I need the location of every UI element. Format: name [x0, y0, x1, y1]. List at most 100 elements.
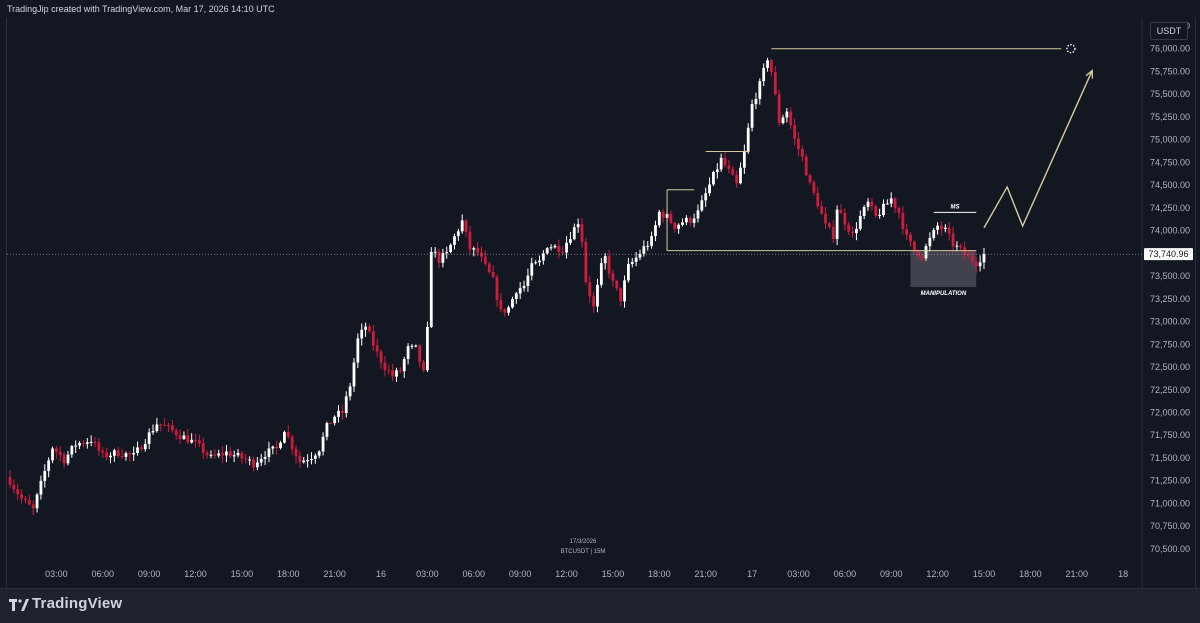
- candle-body: [31, 504, 35, 509]
- candle-body: [967, 254, 970, 257]
- brand-name[interactable]: TradingView: [32, 595, 123, 612]
- candle-body: [232, 455, 236, 457]
- manipulation-label: MANIPULATION: [921, 291, 967, 297]
- candle-body: [329, 423, 333, 425]
- candle-body: [70, 446, 74, 455]
- candle-body: [101, 450, 105, 453]
- candle-body: [943, 227, 947, 230]
- price-tick-label: 73,500.00: [1150, 271, 1190, 281]
- candle-body: [213, 454, 217, 456]
- candle-body: [132, 452, 136, 455]
- candle-body: [422, 361, 425, 371]
- candle-body: [35, 494, 39, 509]
- candle-body: [565, 242, 568, 253]
- candle-body: [959, 245, 963, 248]
- candle-body: [174, 430, 178, 436]
- candle-body: [650, 236, 653, 246]
- candle-body: [611, 273, 615, 281]
- candle-body: [495, 276, 499, 301]
- candle-body: [402, 359, 406, 372]
- candle-body: [24, 498, 27, 500]
- candle-body: [681, 222, 684, 225]
- candle-body: [673, 222, 677, 229]
- candle-body: [712, 172, 715, 185]
- time-tick-label: 12:00: [555, 569, 578, 579]
- candle-body: [742, 151, 746, 168]
- candle-body: [66, 454, 70, 464]
- candle-body: [627, 264, 630, 281]
- candle-body: [313, 455, 317, 459]
- candle-body: [777, 94, 781, 124]
- candle-body: [924, 246, 928, 259]
- candle-body: [866, 201, 870, 207]
- candle-body: [541, 253, 545, 261]
- candle-body: [858, 216, 862, 229]
- candle-body: [491, 272, 495, 277]
- candle-body: [406, 346, 410, 360]
- candle-body: [197, 440, 201, 444]
- candle-body: [781, 117, 785, 124]
- candle-body: [47, 460, 51, 471]
- candle-body: [557, 245, 561, 252]
- candle-body: [731, 168, 735, 175]
- candle-body: [259, 458, 263, 463]
- candle-body: [623, 280, 626, 302]
- candle-body: [78, 443, 81, 446]
- candle-body: [128, 453, 132, 455]
- price-tick-label: 74,250.00: [1150, 203, 1190, 213]
- candles-layer: [8, 57, 986, 516]
- time-tick-label: 15:00: [973, 569, 996, 579]
- time-tick-label: 16: [376, 569, 386, 579]
- time-tick-label: 15:00: [231, 569, 254, 579]
- candle-body: [82, 443, 85, 445]
- time-tick-label: 03:00: [416, 569, 439, 579]
- candle-body: [426, 326, 429, 371]
- candle-body: [178, 435, 182, 439]
- candle-body: [951, 233, 955, 247]
- candle-body: [646, 245, 650, 247]
- candle-body: [190, 439, 194, 443]
- projection-path: [983, 70, 1093, 229]
- candle-body: [642, 246, 646, 254]
- candle-body: [364, 326, 367, 330]
- candle-body: [499, 300, 503, 310]
- candle-body: [136, 447, 139, 453]
- price-tick-label: 73,250.00: [1150, 294, 1190, 304]
- candle-body: [982, 254, 986, 263]
- top-bar: TradingJip created with TradingView.com,…: [0, 0, 1200, 18]
- candle-body: [762, 67, 766, 82]
- currency-button[interactable]: USDT: [1150, 22, 1188, 40]
- candle-body: [74, 445, 78, 447]
- candle-body: [410, 345, 414, 347]
- price-tick-label: 71,250.00: [1150, 476, 1190, 486]
- candle-body: [518, 288, 522, 294]
- tradingview-logo-icon[interactable]: [9, 599, 29, 611]
- candle-body: [418, 345, 422, 362]
- time-tick-label: 21:00: [694, 569, 717, 579]
- candle-body: [723, 157, 727, 166]
- candle-body: [460, 220, 464, 232]
- candle-body: [453, 236, 456, 245]
- annotation-layer: MS MANIPULATION: [7, 44, 1142, 297]
- candle-body: [163, 424, 166, 426]
- candle-body: [739, 167, 742, 184]
- candle-body: [746, 127, 750, 152]
- candle-body: [503, 309, 507, 313]
- candle-body: [371, 331, 375, 346]
- price-tick-label: 75,500.00: [1150, 89, 1190, 99]
- candle-body: [456, 231, 460, 237]
- time-tick-label: 18:00: [648, 569, 671, 579]
- candle-body: [827, 223, 831, 227]
- candle-body: [797, 138, 800, 150]
- candle-body: [615, 280, 619, 289]
- price-tick-label: 74,000.00: [1150, 226, 1190, 236]
- candle-body: [248, 459, 252, 461]
- candle-body: [522, 286, 526, 289]
- price-tick-label: 75,250.00: [1150, 112, 1190, 122]
- time-tick-label: 21:00: [323, 569, 346, 579]
- candle-body: [750, 104, 754, 128]
- date-watermark: 17/3/2026: [570, 539, 597, 545]
- candle-body: [449, 244, 453, 252]
